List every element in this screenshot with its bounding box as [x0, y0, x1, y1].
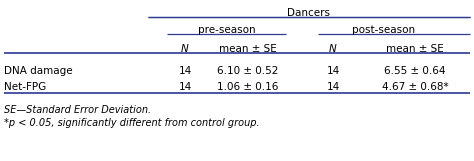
Text: 4.67 ± 0.68*: 4.67 ± 0.68*: [382, 82, 448, 92]
Text: *p < 0.05, significantly different from control group.: *p < 0.05, significantly different from …: [4, 118, 260, 128]
Text: mean ± SE: mean ± SE: [386, 44, 444, 54]
Text: DNA damage: DNA damage: [4, 66, 73, 76]
Text: 14: 14: [327, 66, 340, 76]
Text: 14: 14: [327, 82, 340, 92]
Text: N: N: [329, 44, 337, 54]
Text: N: N: [181, 44, 189, 54]
Text: Net-FPG: Net-FPG: [4, 82, 46, 92]
Text: SE—Standard Error Deviation.: SE—Standard Error Deviation.: [4, 105, 151, 115]
Text: 14: 14: [178, 82, 191, 92]
Text: 6.55 ± 0.64: 6.55 ± 0.64: [384, 66, 446, 76]
Text: 14: 14: [178, 66, 191, 76]
Text: post-season: post-season: [353, 25, 416, 35]
Text: pre-season: pre-season: [198, 25, 255, 35]
Text: mean ± SE: mean ± SE: [219, 44, 277, 54]
Text: 6.10 ± 0.52: 6.10 ± 0.52: [217, 66, 279, 76]
Text: 1.06 ± 0.16: 1.06 ± 0.16: [217, 82, 279, 92]
Text: Dancers: Dancers: [288, 8, 330, 18]
